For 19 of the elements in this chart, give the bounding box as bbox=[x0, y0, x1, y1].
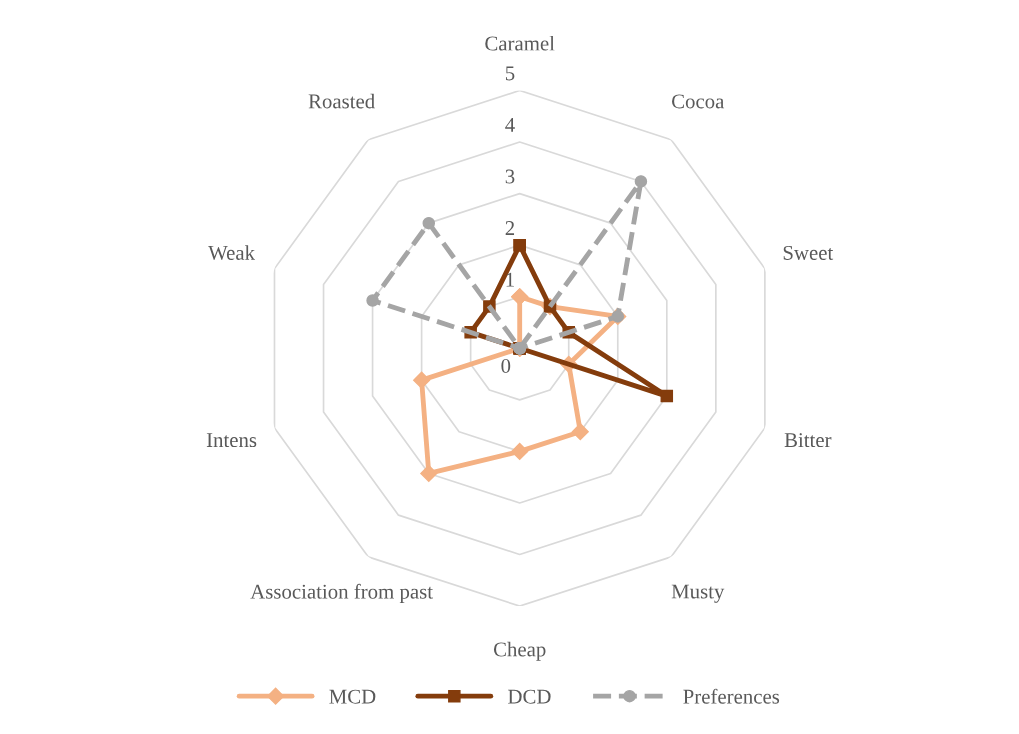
spoke-label: Caramel bbox=[485, 35, 555, 51]
spoke-label: Intens bbox=[206, 433, 257, 448]
legend-label: Preferences bbox=[683, 688, 780, 704]
spoke-label: Association from past bbox=[250, 583, 433, 603]
spoke-label: Sweet bbox=[783, 245, 834, 260]
spoke-label: Musty bbox=[671, 584, 725, 603]
spoke-label: Bitter bbox=[784, 433, 832, 448]
y-tick-label: 5 bbox=[505, 66, 515, 81]
y-tick-label: 4 bbox=[505, 118, 515, 132]
y-tick-label: 3 bbox=[505, 169, 515, 184]
y-tick-label: 1 bbox=[506, 272, 514, 287]
legend-label: DCD bbox=[508, 689, 551, 704]
spoke-label: Cocoa bbox=[672, 94, 725, 109]
legend-label: MCD bbox=[329, 689, 376, 704]
y-tick-label: 2 bbox=[505, 221, 515, 235]
y-tick-label: 0 bbox=[501, 358, 511, 373]
spoke-label: Roasted bbox=[308, 93, 375, 109]
spoke-label: Weak bbox=[208, 245, 256, 260]
spoke-label: Cheap bbox=[493, 641, 546, 661]
